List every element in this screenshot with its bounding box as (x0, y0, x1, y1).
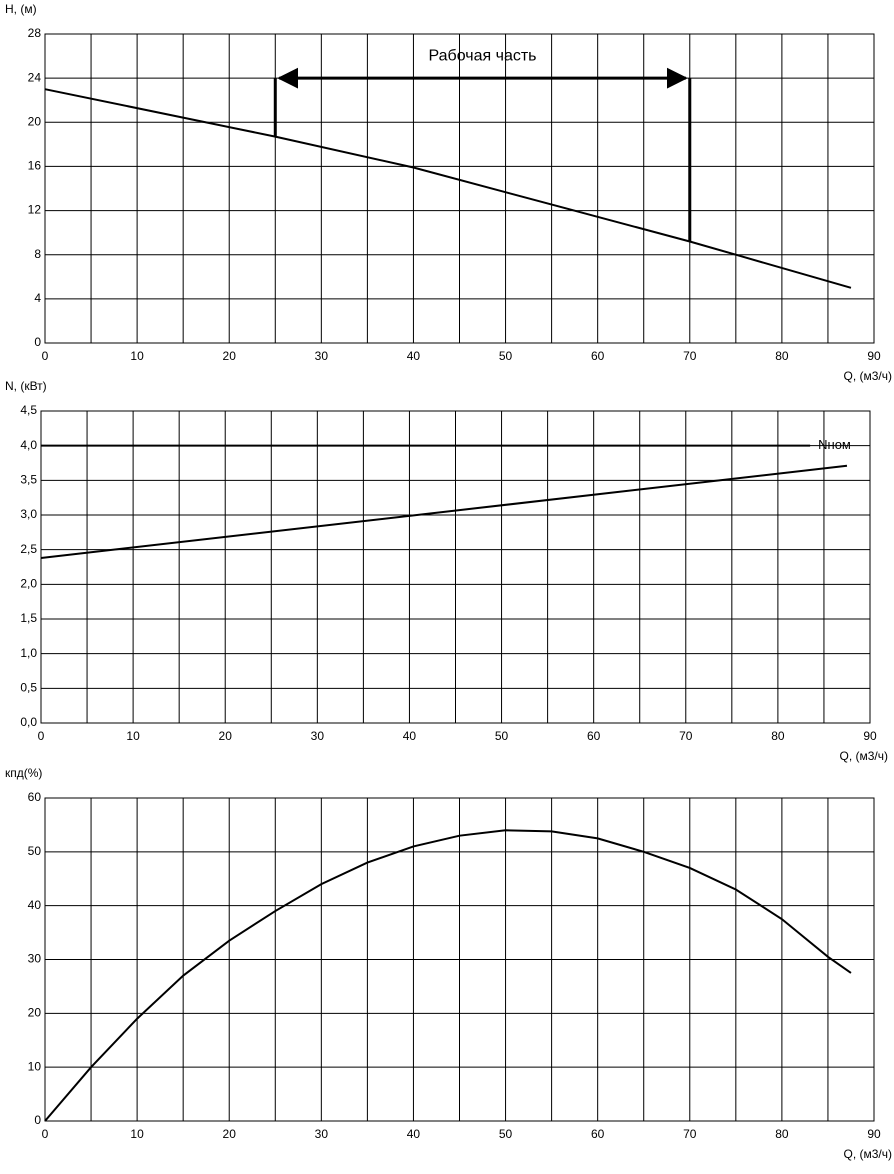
reference-label: Nном (818, 437, 851, 452)
y-tick-label: 16 (28, 159, 42, 173)
y-axis-label: кпд(%) (5, 766, 42, 780)
y-tick-label: 20 (28, 1006, 42, 1020)
x-tick-label: 70 (683, 1127, 697, 1141)
y-tick-label: 1,0 (20, 646, 37, 660)
x-tick-label: 40 (407, 1127, 421, 1141)
y-tick-label: 30 (28, 952, 42, 966)
curve (44, 88, 852, 289)
x-tick-label: 10 (126, 729, 140, 743)
x-axis-label: Q, (м3/ч) (843, 1147, 892, 1161)
x-tick-label: 20 (223, 1127, 237, 1141)
y-tick-label: 40 (28, 898, 42, 912)
x-tick-label: 80 (775, 349, 789, 363)
y-tick-label: 2,0 (20, 577, 37, 591)
y-axis-label: N, (кВт) (5, 379, 47, 393)
annotation: Рабочая часть (429, 47, 537, 64)
x-tick-label: 30 (315, 1127, 329, 1141)
y-tick-label: 10 (28, 1059, 42, 1073)
x-tick-label: 20 (223, 349, 237, 363)
y-tick-label: 1,5 (20, 611, 37, 625)
x-tick-label: 90 (867, 349, 881, 363)
y-tick-label: 0,0 (20, 715, 37, 729)
y-tick-label: 2,5 (20, 542, 37, 556)
y-tick-label: 28 (28, 26, 42, 40)
y-axis-label: H, (м) (5, 2, 37, 16)
x-tick-label: 10 (130, 1127, 144, 1141)
x-tick-label: 70 (679, 729, 693, 743)
x-tick-label: 0 (42, 349, 49, 363)
y-tick-label: 0,5 (20, 681, 37, 695)
x-tick-label: 90 (867, 1127, 881, 1141)
x-tick-label: 60 (587, 729, 601, 743)
x-tick-label: 30 (311, 729, 325, 743)
x-tick-label: 40 (403, 729, 417, 743)
y-tick-label: 0 (34, 335, 41, 349)
x-tick-label: 50 (499, 1127, 513, 1141)
x-tick-label: 70 (683, 349, 697, 363)
y-tick-label: 4 (34, 291, 41, 305)
y-tick-label: 12 (28, 203, 42, 217)
x-tick-label: 0 (38, 729, 45, 743)
y-tick-label: 0 (34, 1113, 41, 1127)
y-tick-label: 3,5 (20, 473, 37, 487)
plot-frame (44, 797, 875, 1122)
x-tick-label: 0 (42, 1127, 49, 1141)
x-tick-label: 60 (591, 349, 605, 363)
y-tick-label: 60 (28, 790, 42, 804)
plot-frame (44, 33, 875, 344)
y-tick-label: 8 (34, 247, 41, 261)
y-tick-label: 3,0 (20, 507, 37, 521)
x-tick-label: 30 (315, 349, 329, 363)
x-tick-label: 90 (863, 729, 877, 743)
plot-frame (40, 410, 871, 724)
y-tick-label: 4,5 (20, 403, 37, 417)
y-tick-label: 24 (28, 70, 42, 84)
x-tick-label: 40 (407, 349, 421, 363)
x-tick-label: 80 (775, 1127, 789, 1141)
x-tick-label: 50 (495, 729, 509, 743)
x-tick-label: 80 (771, 729, 785, 743)
y-tick-label: 4,0 (20, 438, 37, 452)
curve (40, 464, 848, 559)
x-tick-label: 20 (219, 729, 233, 743)
x-axis-label: Q, (м3/ч) (839, 749, 888, 763)
y-tick-label: 50 (28, 844, 42, 858)
curve (44, 829, 852, 1122)
x-axis-label: Q, (м3/ч) (843, 369, 892, 383)
x-tick-label: 60 (591, 1127, 605, 1141)
x-tick-label: 10 (130, 349, 144, 363)
y-tick-label: 20 (28, 114, 42, 128)
x-tick-label: 50 (499, 349, 513, 363)
